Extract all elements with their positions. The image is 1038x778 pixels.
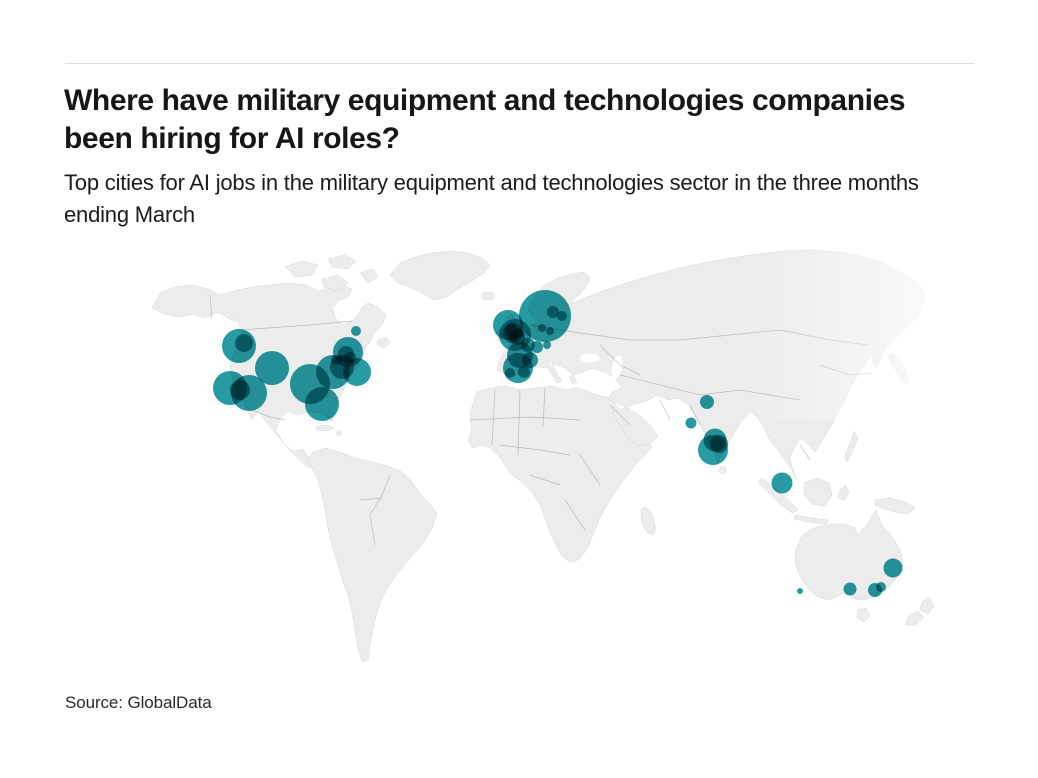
city-bubble [543,341,551,349]
city-bubble [255,351,289,385]
city-bubble [519,290,571,342]
city-bubble [771,472,793,494]
city-bubble [557,311,567,321]
city-bubble [351,326,361,336]
city-bubble [538,324,546,332]
city-bubble [331,355,341,365]
city-bubble [843,582,857,596]
world-bubble-map [60,245,980,665]
city-bubble [797,588,803,594]
city-bubbles [213,290,903,597]
city-bubble [230,380,250,400]
city-bubble [546,327,554,335]
city-bubble [883,558,903,578]
city-bubble [547,306,559,318]
city-bubble [700,395,714,409]
city-bubble [505,368,515,378]
city-bubble [685,417,697,429]
city-bubble [343,358,371,386]
city-bubble [305,387,339,421]
source-caption: Source: GlobalData [65,693,212,712]
city-bubble [510,334,518,342]
map-fade-overlay [750,245,980,420]
city-bubble [521,338,535,352]
city-bubble [710,435,728,453]
city-bubble [235,334,253,352]
page-title: Where have military equipment and techno… [64,84,906,155]
page-subtitle: Top cities for AI jobs in the military e… [64,170,919,227]
city-bubble [518,366,530,378]
city-bubble [503,353,533,383]
city-bubble [344,352,356,364]
top-rule [65,63,974,64]
city-bubble [876,582,886,592]
